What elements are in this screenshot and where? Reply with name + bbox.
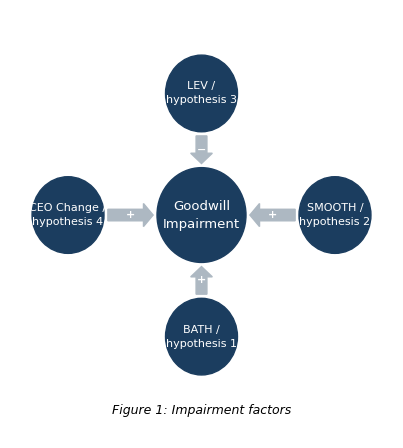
FancyArrow shape: [250, 203, 295, 227]
Text: +: +: [268, 210, 277, 220]
Text: Figure 1: Impairment factors: Figure 1: Impairment factors: [112, 404, 291, 417]
Text: CEO Change /
hypothesis 4: CEO Change / hypothesis 4: [29, 203, 106, 227]
Circle shape: [32, 177, 104, 254]
Circle shape: [166, 298, 237, 375]
Text: LEV /
hypothesis 3: LEV / hypothesis 3: [166, 82, 237, 105]
Text: SMOOTH /
hypothesis 2: SMOOTH / hypothesis 2: [299, 203, 370, 227]
Circle shape: [157, 168, 246, 263]
Text: +: +: [126, 210, 135, 220]
FancyArrow shape: [191, 267, 212, 294]
Text: BATH /
hypothesis 1: BATH / hypothesis 1: [166, 325, 237, 349]
FancyArrow shape: [108, 203, 153, 227]
Text: +: +: [197, 276, 206, 285]
Text: Goodwill
Impairment: Goodwill Impairment: [163, 199, 240, 231]
Text: −: −: [197, 145, 206, 155]
Circle shape: [299, 177, 371, 254]
Circle shape: [166, 55, 237, 132]
FancyArrow shape: [191, 136, 212, 164]
